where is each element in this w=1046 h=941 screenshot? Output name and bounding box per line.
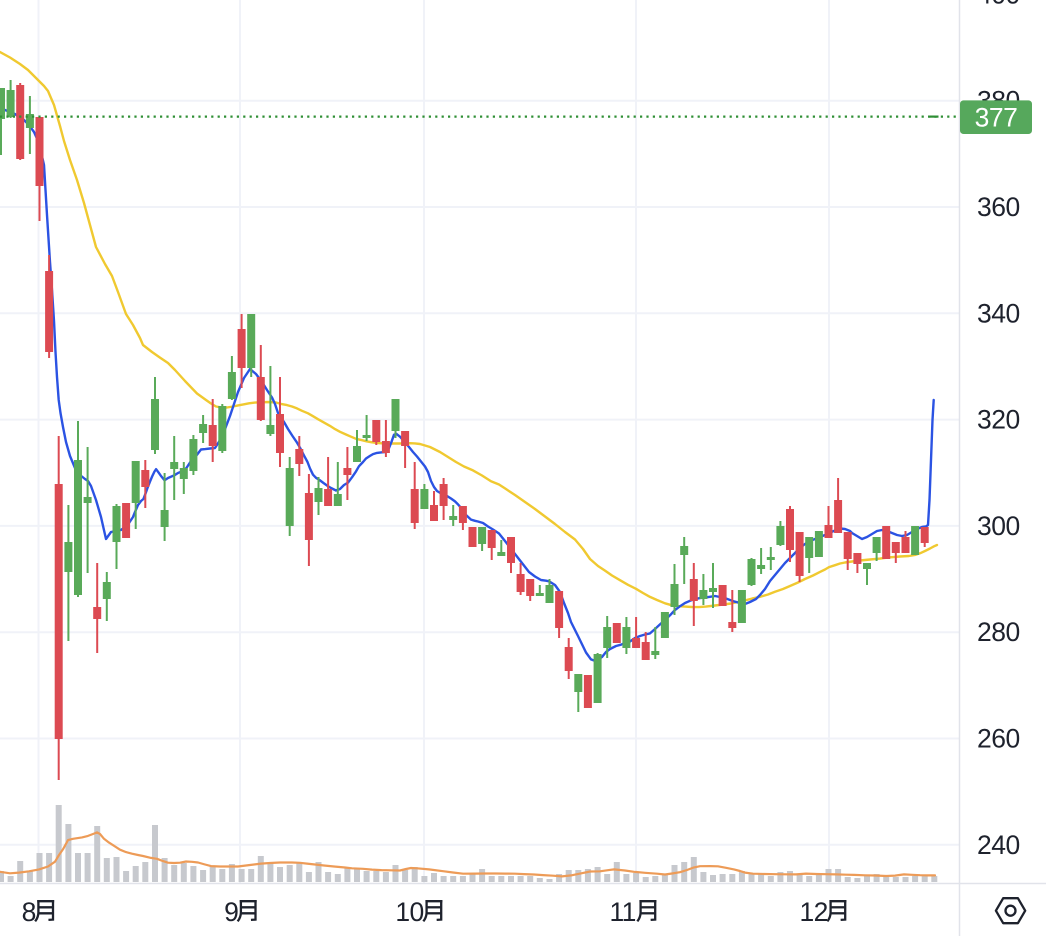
svg-text:8: 8 (22, 897, 36, 927)
svg-text:360: 360 (977, 192, 1020, 222)
svg-text:377: 377 (975, 103, 1018, 133)
svg-text:12: 12 (800, 897, 828, 927)
svg-text:340: 340 (977, 298, 1020, 328)
svg-text:320: 320 (977, 405, 1020, 435)
svg-text:400: 400 (977, 0, 1020, 9)
svg-text:280: 280 (977, 617, 1020, 647)
svg-text:300: 300 (977, 511, 1020, 541)
svg-text:10: 10 (395, 897, 423, 927)
svg-text:240: 240 (977, 830, 1020, 860)
svg-text:260: 260 (977, 724, 1020, 754)
svg-text:11: 11 (610, 897, 636, 927)
svg-text:9: 9 (224, 897, 238, 927)
